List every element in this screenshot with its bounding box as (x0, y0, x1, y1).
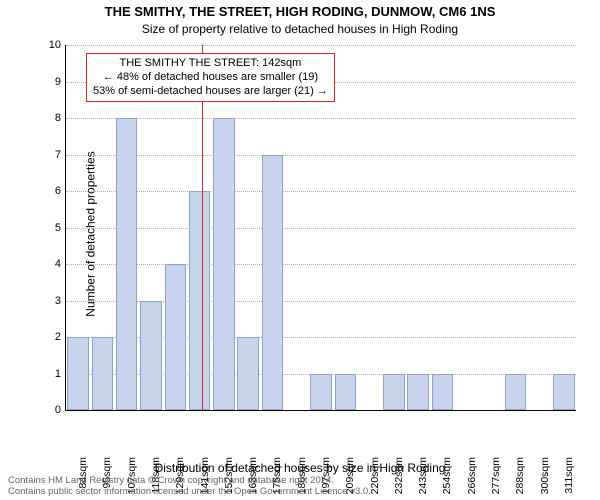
bar (383, 374, 404, 411)
x-tick-labels: 84sqm95sqm107sqm118sqm129sqm141sqm152sqm… (65, 413, 575, 461)
plot-area: THE SMITHY THE STREET: 142sqm← 48% of de… (65, 45, 576, 411)
bar (407, 374, 428, 411)
y-tick: 0 (47, 404, 61, 416)
y-tick: 2 (47, 331, 61, 343)
bar (262, 155, 283, 411)
bar (553, 374, 574, 411)
annotation-line-2: ← 48% of detached houses are smaller (19… (93, 71, 328, 85)
bar (67, 337, 88, 410)
y-tick: 6 (47, 185, 61, 197)
chart-title: THE SMITHY, THE STREET, HIGH RODING, DUN… (0, 4, 600, 19)
chart-container: THE SMITHY, THE STREET, HIGH RODING, DUN… (0, 0, 600, 500)
bar (116, 118, 137, 410)
y-tick: 4 (47, 258, 61, 270)
bar (189, 191, 210, 410)
x-axis-label: Distribution of detached houses by size … (0, 461, 600, 475)
y-tick: 8 (47, 112, 61, 124)
bar (432, 374, 453, 411)
y-tick: 9 (47, 76, 61, 88)
bar (237, 337, 258, 410)
bar (92, 337, 113, 410)
bar (335, 374, 356, 411)
bar (140, 301, 161, 411)
bar (165, 264, 186, 410)
annotation-line-1: THE SMITHY THE STREET: 142sqm (93, 57, 328, 71)
y-tick: 3 (47, 295, 61, 307)
y-tick: 1 (47, 368, 61, 380)
bar (310, 374, 331, 411)
y-tick: 10 (47, 39, 61, 51)
chart-subtitle: Size of property relative to detached ho… (0, 22, 600, 36)
footer-attribution: Contains HM Land Registry data © Crown c… (8, 476, 371, 498)
annotation-line-3: 53% of semi-detached houses are larger (… (93, 85, 328, 99)
y-tick: 7 (47, 149, 61, 161)
bar (213, 118, 234, 410)
bar (505, 374, 526, 411)
annotation-box: THE SMITHY THE STREET: 142sqm← 48% of de… (86, 53, 335, 102)
y-tick: 5 (47, 222, 61, 234)
footer-line-2: Contains public sector information licen… (8, 487, 371, 498)
